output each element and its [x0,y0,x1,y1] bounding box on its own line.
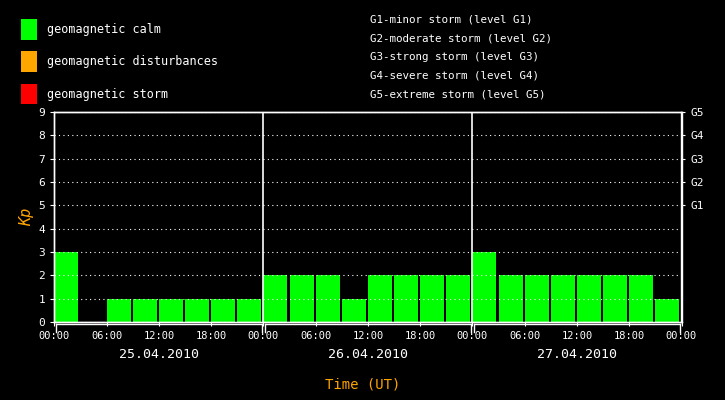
Bar [185,299,209,322]
Bar [447,275,471,322]
Text: geomagnetic disturbances: geomagnetic disturbances [47,55,218,68]
Text: geomagnetic storm: geomagnetic storm [47,88,168,101]
Bar [289,275,314,322]
Bar [525,275,549,322]
Bar [551,275,575,322]
Text: G1-minor storm (level G1): G1-minor storm (level G1) [370,14,532,24]
Bar [237,299,261,322]
Text: 27.04.2010: 27.04.2010 [537,348,617,360]
Text: 25.04.2010: 25.04.2010 [119,348,199,360]
Bar [394,275,418,322]
Y-axis label: Kp: Kp [20,208,34,226]
Bar [341,299,366,322]
Bar [133,299,157,322]
Bar [107,299,130,322]
Bar [368,275,392,322]
Text: G5-extreme storm (level G5): G5-extreme storm (level G5) [370,89,545,99]
Text: Time (UT): Time (UT) [325,378,400,392]
Bar [420,275,444,322]
Text: G2-moderate storm (level G2): G2-moderate storm (level G2) [370,33,552,43]
Bar [473,252,497,322]
Bar [315,275,340,322]
Bar [159,299,183,322]
Bar [655,299,679,322]
FancyBboxPatch shape [21,51,37,72]
Bar [629,275,653,322]
Bar [211,299,235,322]
Bar [603,275,627,322]
Bar [263,275,287,322]
Text: G4-severe storm (level G4): G4-severe storm (level G4) [370,71,539,81]
Text: G3-strong storm (level G3): G3-strong storm (level G3) [370,52,539,62]
FancyBboxPatch shape [21,18,37,40]
Bar [499,275,523,322]
Text: 26.04.2010: 26.04.2010 [328,348,408,360]
Bar [577,275,601,322]
Bar [54,252,78,322]
FancyBboxPatch shape [21,84,37,105]
Text: geomagnetic calm: geomagnetic calm [47,23,161,36]
